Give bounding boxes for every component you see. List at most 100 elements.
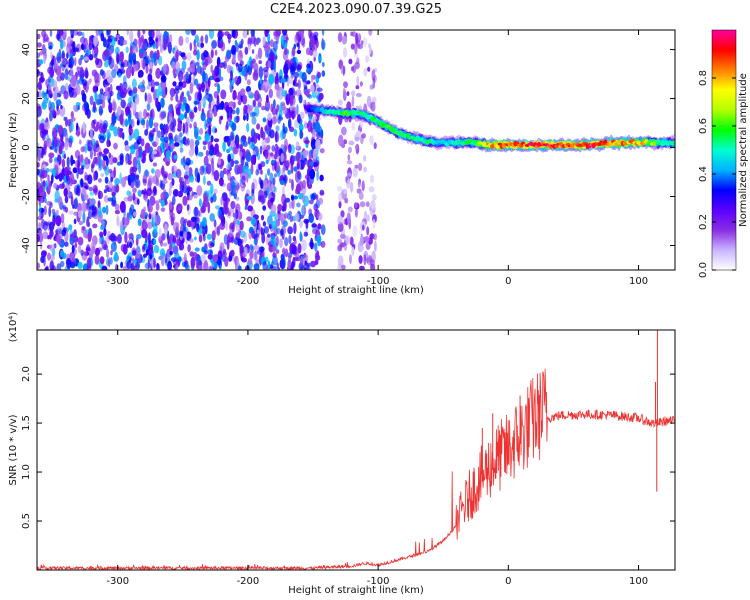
noise-speckle	[129, 30, 134, 42]
noise-speckle	[220, 115, 224, 121]
noise-speckle	[210, 196, 214, 204]
noise-speckle	[140, 208, 146, 220]
noise-speckle	[89, 198, 96, 205]
noise-speckle	[83, 99, 88, 110]
noise-speckle	[145, 169, 148, 177]
noise-speckle	[148, 38, 155, 46]
noise-speckle	[363, 253, 367, 266]
noise-speckle	[107, 197, 114, 202]
noise-speckle	[321, 39, 326, 51]
noise-speckle	[133, 59, 137, 65]
noise-speckle	[250, 30, 255, 37]
noise-speckle	[198, 198, 202, 208]
noise-speckle	[281, 103, 286, 111]
noise-speckle	[189, 175, 195, 183]
noise-speckle	[281, 89, 286, 97]
noise-speckle	[351, 90, 356, 97]
noise-speckle	[190, 256, 196, 268]
noise-speckle	[159, 248, 166, 258]
noise-speckle	[52, 137, 58, 149]
noise-speckle	[66, 47, 70, 53]
noise-speckle	[38, 184, 44, 193]
noise-speckle	[274, 146, 281, 157]
noise-speckle	[222, 251, 227, 257]
noise-speckle	[111, 185, 117, 197]
noise-speckle	[124, 231, 128, 244]
noise-speckle	[229, 222, 235, 230]
noise-speckle	[319, 148, 325, 154]
noise-speckle	[270, 235, 277, 246]
noise-speckle	[153, 244, 160, 254]
noise-speckle	[271, 265, 277, 270]
noise-speckle	[235, 141, 240, 149]
noise-speckle	[89, 148, 93, 160]
noise-speckle	[142, 79, 145, 86]
noise-speckle	[346, 91, 350, 96]
noise-speckle	[340, 233, 346, 240]
noise-speckle	[143, 108, 148, 120]
snr-ticks: -300 -200 -100 0 100 0.5 1.0 1.5 2.0	[21, 330, 675, 587]
noise-speckle	[188, 73, 192, 84]
noise-speckle	[173, 221, 179, 233]
noise-speckle	[81, 187, 86, 195]
noise-speckle	[70, 195, 74, 206]
noise-speckle	[104, 60, 109, 68]
noise-speckle	[202, 61, 207, 71]
noise-speckle	[126, 30, 130, 36]
noise-speckle	[149, 146, 153, 154]
noise-speckle	[363, 67, 368, 77]
noise-speckle	[179, 132, 183, 138]
colorbar-tick-label: 0.6	[698, 118, 709, 134]
noise-speckle	[187, 244, 191, 253]
spectrogram-marks	[37, 30, 675, 270]
noise-speckle	[211, 230, 216, 242]
noise-speckle	[91, 245, 96, 255]
noise-speckle	[155, 37, 159, 43]
noise-speckle	[226, 148, 231, 154]
noise-speckle	[288, 178, 292, 184]
noise-speckle	[68, 137, 73, 148]
noise-speckle	[92, 223, 98, 229]
noise-speckle	[168, 202, 173, 210]
noise-speckle	[237, 100, 242, 106]
noise-speckle	[133, 128, 140, 141]
noise-speckle	[117, 126, 121, 138]
noise-speckle	[77, 261, 83, 269]
noise-speckle	[179, 147, 184, 153]
noise-speckle	[239, 50, 243, 58]
noise-speckle	[194, 247, 200, 252]
noise-speckle	[93, 53, 98, 59]
noise-speckle	[255, 37, 260, 46]
noise-speckle	[211, 39, 218, 49]
noise-speckle	[156, 262, 160, 269]
noise-speckle	[268, 88, 273, 99]
noise-speckle	[216, 94, 220, 107]
noise-speckle	[240, 136, 246, 147]
noise-speckle	[204, 34, 209, 44]
noise-speckle	[181, 183, 188, 194]
noise-speckle	[201, 81, 205, 93]
noise-speckle	[194, 236, 197, 241]
noise-speckle	[369, 259, 375, 267]
noise-speckle	[118, 35, 125, 47]
noise-speckle	[232, 147, 238, 155]
noise-speckle	[64, 195, 69, 204]
noise-speckle	[355, 85, 360, 90]
noise-speckle	[76, 31, 83, 37]
noise-speckle	[136, 174, 140, 180]
noise-speckle	[108, 168, 113, 174]
noise-speckle	[358, 255, 363, 264]
noise-speckle	[83, 56, 90, 61]
noise-speckle	[215, 205, 221, 210]
noise-speckle	[273, 60, 277, 72]
noise-speckle	[146, 103, 151, 112]
noise-speckle	[202, 70, 206, 82]
noise-speckle	[40, 197, 44, 203]
noise-speckle	[304, 120, 307, 130]
noise-speckle	[371, 194, 377, 201]
noise-speckle	[175, 51, 179, 62]
noise-speckle	[366, 257, 369, 264]
noise-speckle	[303, 231, 309, 237]
noise-speckle	[88, 249, 93, 261]
noise-speckle	[194, 144, 199, 156]
